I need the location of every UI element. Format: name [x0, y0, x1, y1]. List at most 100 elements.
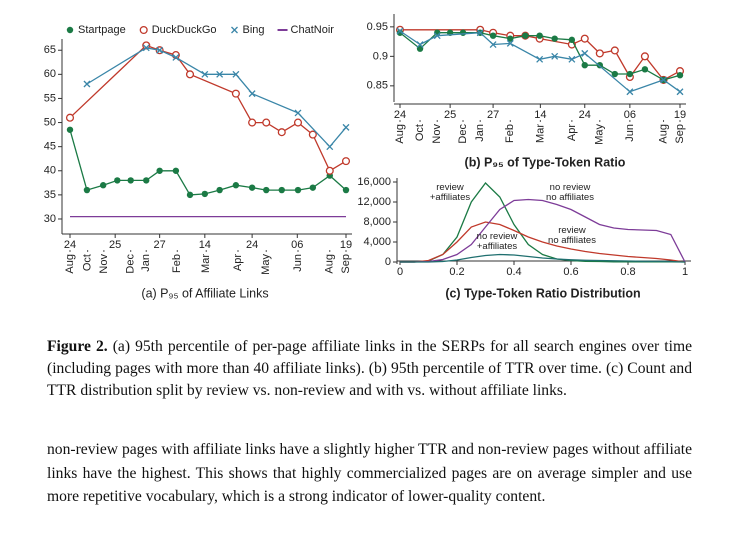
- x-tick-label: 06: [291, 239, 303, 251]
- legend-label: ChatNoir: [291, 24, 335, 36]
- marker: [325, 166, 334, 175]
- x-month-label: Aug: [657, 124, 669, 144]
- marker: [201, 190, 209, 198]
- y-tick-label: 60: [44, 68, 56, 80]
- x-tick-label: 25: [444, 109, 456, 121]
- marker: [580, 34, 589, 43]
- y-tick-label: 30: [44, 213, 56, 225]
- y-tick-label: 35: [44, 189, 56, 201]
- marker: [476, 29, 484, 37]
- x-month-label: Oct: [414, 124, 426, 141]
- x-tick-label: 0.6: [563, 266, 578, 278]
- x-month-label: Apr: [566, 124, 578, 141]
- marker: [640, 52, 649, 61]
- x-month-label: Mar: [534, 124, 546, 143]
- x-tick-label: 24: [246, 239, 258, 251]
- x-month-label: May: [260, 254, 272, 275]
- x-month-label: Jun: [624, 124, 636, 142]
- series-line: [86, 47, 347, 148]
- series-label: no review +affiliates: [476, 231, 518, 252]
- chart-title: (b) P₉₅ of Type-Token Ratio: [465, 155, 626, 169]
- x-tick-label: 14: [199, 239, 211, 251]
- marker: [83, 186, 91, 194]
- marker: [66, 126, 74, 133]
- marker: [326, 143, 334, 151]
- body-text: non-review pages with affiliate links ha…: [47, 441, 692, 505]
- x-tick-label: 0.4: [506, 266, 521, 278]
- marker: [676, 88, 684, 96]
- chart-title: (c) Type-Token Ratio Distribution: [445, 286, 640, 300]
- marker: [185, 70, 195, 79]
- x-tick-label: 14: [534, 109, 546, 121]
- series-line: [69, 44, 347, 172]
- marker: [156, 46, 164, 54]
- x-month-label: Feb: [504, 124, 516, 143]
- marker: [248, 118, 257, 127]
- y-tick-label: 40: [44, 165, 56, 177]
- x-tick-label: 0: [397, 266, 403, 278]
- x-tick-label: 25: [109, 239, 121, 251]
- y-tick-label: 65: [44, 44, 56, 56]
- x-tick-label: 27: [154, 239, 166, 251]
- marker: [342, 123, 350, 131]
- marker: [551, 35, 558, 42]
- y-tick-label: 4,000: [363, 236, 391, 248]
- series-line: [69, 129, 347, 196]
- marker: [232, 70, 240, 78]
- marker: [626, 88, 634, 96]
- marker: [522, 32, 529, 39]
- x-tick-label: 24: [579, 109, 591, 121]
- figure: 30 35 40 45 50 55 60 65 24 25 27 14 24 06 19 Aug Oct Nov D…: [44, 14, 691, 300]
- y-tick-label: 16,000: [357, 176, 391, 188]
- x-tick-label: 27: [487, 109, 499, 121]
- x-month-label: Dec: [125, 254, 137, 274]
- marker: [581, 49, 589, 57]
- marker: [536, 55, 544, 63]
- marker: [396, 29, 404, 36]
- marker: [248, 90, 256, 98]
- series-label: review +affiliates: [429, 182, 471, 203]
- y-tick-label: 8,000: [363, 216, 391, 228]
- y-tick-label: 0: [385, 256, 391, 268]
- marker: [341, 157, 351, 166]
- marker: [433, 32, 441, 40]
- y-tick-label: 45: [44, 141, 56, 153]
- marker: [65, 113, 75, 122]
- marker: [507, 35, 514, 42]
- marker: [396, 27, 404, 35]
- marker: [127, 177, 134, 184]
- x-month-label: Aug: [64, 254, 76, 274]
- figure-label: Figure 2.: [47, 338, 108, 355]
- marker: [231, 89, 240, 98]
- marker: [248, 184, 256, 191]
- marker: [99, 182, 107, 189]
- x-month-label: Sep: [340, 254, 352, 274]
- marker: [309, 184, 317, 191]
- marker: [568, 36, 576, 44]
- x-tick-label: 24: [394, 109, 406, 121]
- marker: [641, 66, 649, 73]
- y-tick-label: 55: [44, 92, 56, 104]
- x-month-label: Nov: [431, 124, 443, 144]
- marker: [293, 118, 303, 127]
- x-month-label: Mar: [200, 254, 212, 273]
- marker: [611, 70, 619, 78]
- x-month-label: Apr: [232, 254, 244, 271]
- marker: [459, 29, 467, 36]
- marker: [216, 186, 223, 194]
- marker: [216, 70, 224, 78]
- x-month-label: Dec: [457, 124, 469, 144]
- marker: [142, 41, 151, 50]
- marker: [172, 54, 180, 61]
- figure-caption: Figure 2. (a) 95th percentile of per-pag…: [47, 336, 692, 402]
- marker: [660, 76, 667, 84]
- marker: [277, 128, 286, 137]
- legend-label: DuckDuckGo: [152, 24, 217, 36]
- marker: [294, 186, 302, 194]
- x-month-label: Oct: [82, 254, 94, 271]
- marker: [551, 52, 559, 60]
- y-tick-label: 0.9: [373, 50, 388, 62]
- x-month-label: Aug: [324, 254, 336, 274]
- marker: [294, 109, 302, 117]
